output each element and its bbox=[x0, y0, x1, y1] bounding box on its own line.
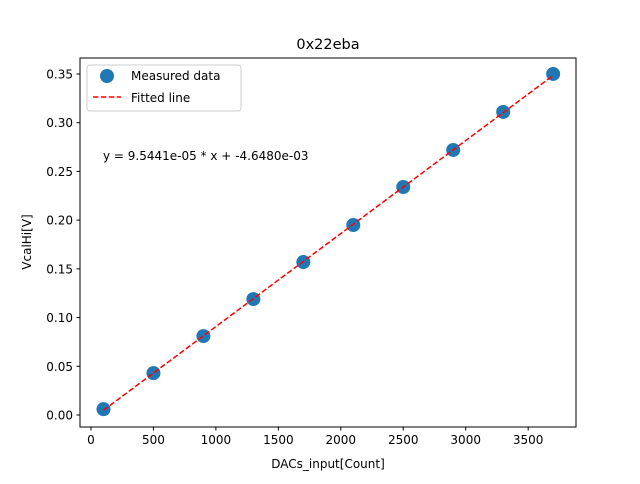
chart-title: 0x22eba bbox=[296, 37, 359, 53]
x-tick-label: 0 bbox=[87, 433, 95, 447]
fitted-line bbox=[103, 74, 554, 411]
y-tick-label: 0.00 bbox=[46, 409, 73, 423]
fit-equation: y = 9.5441e-05 * x + -4.6480e-03 bbox=[103, 149, 308, 163]
x-tick-label: 3000 bbox=[450, 433, 481, 447]
legend-marker-measured bbox=[100, 69, 114, 83]
y-axis-label: VcalHi[V] bbox=[20, 214, 34, 269]
legend-label-measured: Measured data bbox=[131, 69, 220, 83]
x-tick-label: 2500 bbox=[388, 433, 419, 447]
y-tick-label: 0.35 bbox=[46, 67, 73, 81]
y-tick-label: 0.20 bbox=[46, 214, 73, 228]
x-tick-label: 1000 bbox=[201, 433, 232, 447]
data-point bbox=[146, 366, 161, 381]
y-tick-label: 0.30 bbox=[46, 116, 73, 130]
legend-label-fitted: Fitted line bbox=[131, 91, 190, 105]
data-point bbox=[196, 329, 211, 344]
x-tick-label: 500 bbox=[142, 433, 165, 447]
y-tick-label: 0.15 bbox=[46, 262, 73, 276]
x-tick-label: 1500 bbox=[263, 433, 294, 447]
y-tick-label: 0.05 bbox=[46, 360, 73, 374]
x-tick-label: 3500 bbox=[513, 433, 544, 447]
axes-frame bbox=[79, 57, 577, 428]
x-tick-label: 2000 bbox=[326, 433, 357, 447]
y-tick-label: 0.25 bbox=[46, 165, 73, 179]
legend: Measured data Fitted line bbox=[86, 64, 242, 112]
y-tick-label: 0.10 bbox=[46, 311, 73, 325]
data-point bbox=[96, 402, 111, 417]
x-axis-label: DACs_input[Count] bbox=[271, 457, 385, 471]
